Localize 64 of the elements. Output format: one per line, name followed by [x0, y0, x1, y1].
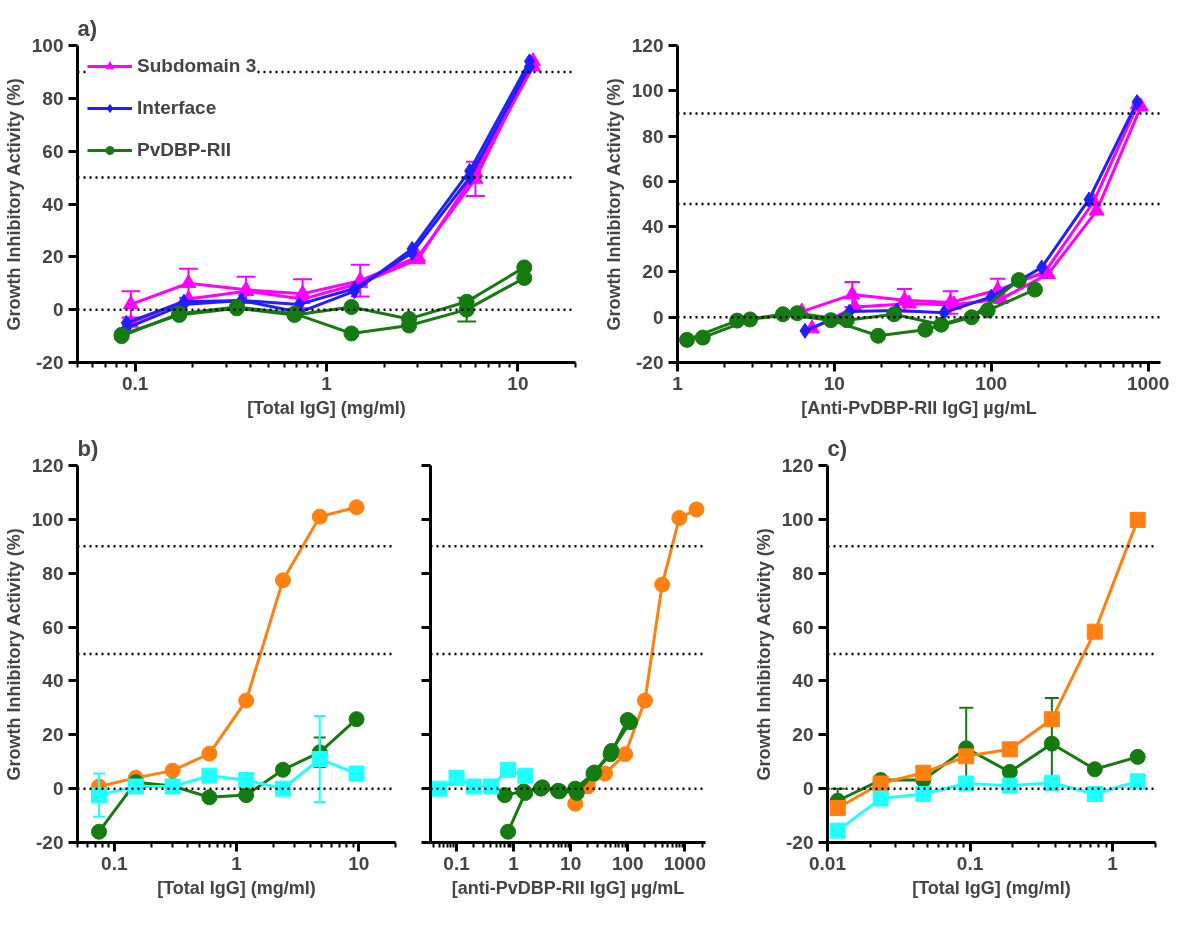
- x-tick-label: 10: [348, 852, 370, 874]
- chart-title: b): [77, 435, 99, 461]
- y-axis-title: Growth Inhibitory Activity (%): [753, 528, 774, 781]
- y-tick-label: -20: [636, 352, 664, 373]
- y-tick-label: 20: [792, 724, 814, 746]
- y-tick-label: 0: [802, 778, 814, 800]
- x-axis-title: [Total IgG] (mg/ml): [247, 397, 406, 418]
- y-tick-label: -20: [36, 352, 64, 373]
- x-tick-label: 1: [1107, 852, 1119, 874]
- legend-label: Interface: [137, 97, 217, 119]
- y-tick-label: 60: [42, 140, 64, 162]
- y-tick-label: 120: [31, 455, 64, 476]
- y-tick-label: 60: [642, 170, 664, 192]
- y-tick-label: 20: [642, 261, 664, 283]
- y-tick-label: 100: [781, 508, 814, 530]
- x-tick-label: 1000: [1126, 372, 1170, 394]
- legend-label: Subdomain 3: [137, 55, 257, 77]
- y-axis-title: Growth Inhibitory Activity (%): [603, 78, 624, 331]
- y-tick-label: 0: [52, 778, 64, 800]
- x-tick-label: 1: [672, 372, 684, 394]
- x-tick-label: 0.01: [809, 852, 847, 874]
- y-tick-label: 80: [42, 562, 64, 584]
- y-tick-label: 120: [781, 455, 814, 476]
- chart-title: c): [827, 435, 848, 461]
- x-tick-label: 1000: [663, 852, 706, 874]
- x-tick-label: 0.1: [443, 852, 471, 874]
- y-tick-label: 20: [42, 724, 64, 746]
- x-tick-label: 1: [321, 372, 333, 394]
- x-tick-label: 1: [231, 852, 243, 874]
- x-tick-label: 100: [611, 852, 644, 874]
- y-tick-label: 40: [792, 670, 814, 692]
- y-tick-label: 20: [42, 246, 64, 268]
- legend-label: PvDBP-RII: [137, 139, 231, 161]
- x-tick-label: 0.1: [956, 852, 984, 874]
- y-tick-label: 0: [52, 299, 64, 321]
- y-tick-label: 80: [642, 125, 664, 147]
- y-tick-label: 40: [42, 193, 64, 215]
- y-tick-label: 80: [42, 87, 64, 109]
- y-tick-label: -20: [36, 832, 64, 853]
- x-tick-label: 1: [508, 852, 520, 874]
- x-tick-label: 10: [823, 372, 845, 394]
- y-axis-title: Growth Inhibitory Activity (%): [3, 78, 24, 331]
- x-tick-label: 0.1: [121, 372, 149, 394]
- y-tick-label: 100: [31, 35, 64, 56]
- y-tick-label: 120: [631, 35, 664, 56]
- x-tick-label: 10: [560, 852, 582, 874]
- y-tick-label: 60: [792, 616, 814, 638]
- y-tick-label: 100: [631, 80, 664, 102]
- x-axis-title: [anti-PvDBP-RII IgG] µg/mL: [451, 877, 685, 898]
- y-axis-title: Growth Inhibitory Activity (%): [3, 528, 24, 781]
- y-tick-label: 60: [42, 616, 64, 638]
- y-tick-label: 0: [652, 306, 664, 328]
- x-tick-label: 10: [507, 372, 529, 394]
- y-tick-label: 40: [42, 670, 64, 692]
- x-axis-title: [Anti-PvDBP-RII IgG] µg/mL: [801, 397, 1037, 418]
- chart-title: a): [77, 15, 98, 41]
- x-axis-title: [Total IgG] (mg/ml): [912, 877, 1071, 898]
- x-tick-label: 0.1: [101, 852, 128, 874]
- y-tick-label: 80: [792, 562, 814, 584]
- x-tick-label: 100: [975, 372, 1008, 394]
- y-tick-label: 100: [31, 508, 64, 530]
- x-axis-title: [Total IgG] (mg/ml): [157, 877, 316, 898]
- y-tick-label: -20: [786, 832, 814, 853]
- y-tick-label: 40: [642, 216, 664, 238]
